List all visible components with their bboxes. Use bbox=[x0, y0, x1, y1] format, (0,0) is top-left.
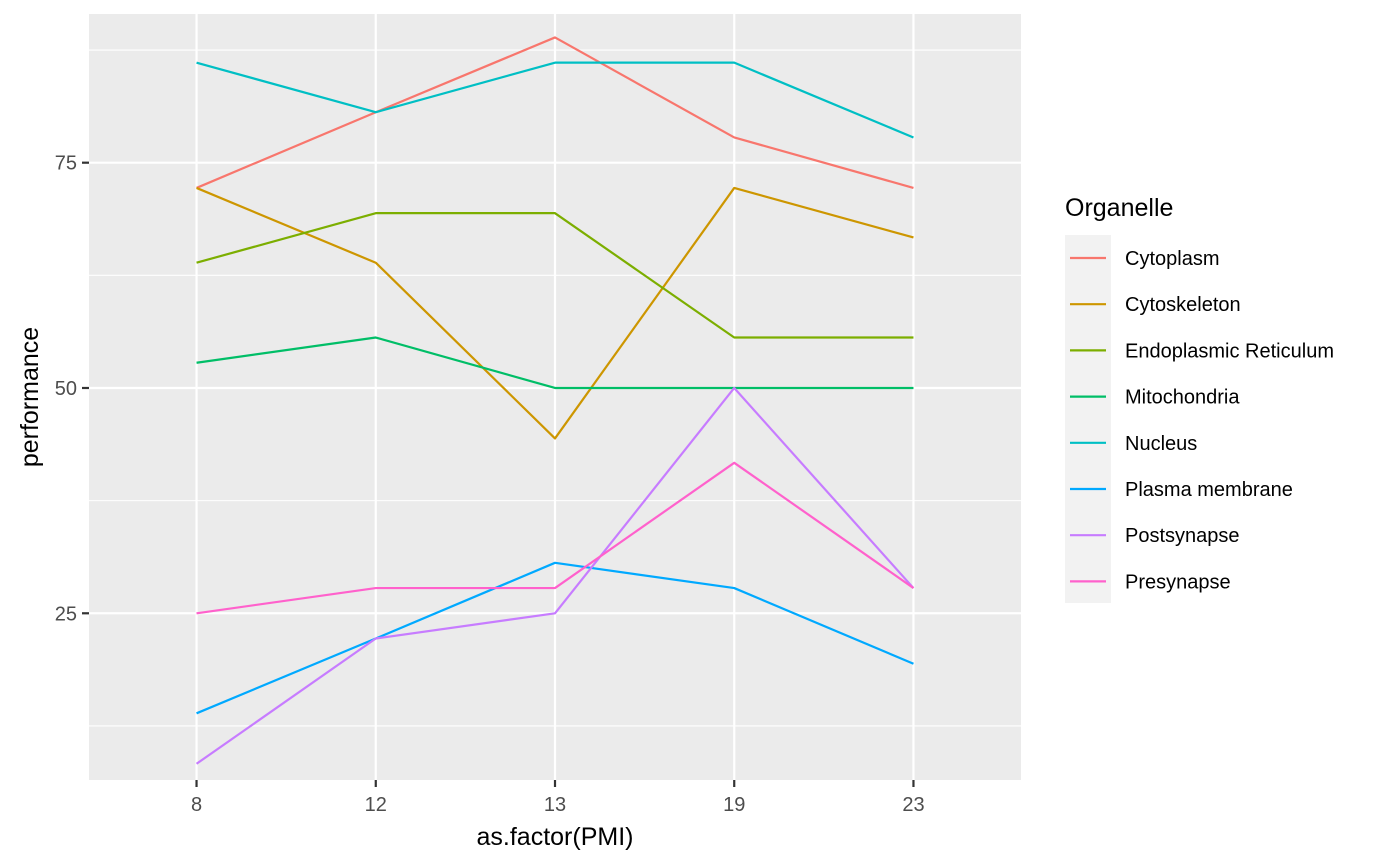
legend-label: Postsynapse bbox=[1125, 525, 1240, 547]
series-line-endoplasmic-reticulum bbox=[196, 212, 914, 339]
series-lines bbox=[195, 36, 915, 765]
legend-label: Presynapse bbox=[1125, 571, 1231, 593]
series-line-postsynapse bbox=[195, 386, 915, 765]
series-line-plasma-membrane bbox=[196, 561, 914, 715]
legend-label: Cytoskeleton bbox=[1125, 294, 1241, 316]
x-tick-label: 13 bbox=[544, 794, 566, 816]
legend-label: Plasma membrane bbox=[1125, 479, 1293, 501]
legend-label: Cytoplasm bbox=[1125, 248, 1219, 270]
legend-title: Organelle bbox=[1065, 194, 1173, 222]
y-axis-title: performance bbox=[16, 327, 44, 467]
x-axis: 8 12 13 19 23 bbox=[191, 780, 925, 816]
x-tick-label: 12 bbox=[365, 794, 387, 816]
y-tick-label: 50 bbox=[55, 378, 77, 400]
series-line-nucleus bbox=[196, 61, 914, 139]
series-line-mitochondria bbox=[196, 336, 914, 390]
x-tick-label: 19 bbox=[723, 794, 745, 816]
x-axis-title: as.factor(PMI) bbox=[477, 823, 634, 851]
legend-label: Nucleus bbox=[1125, 433, 1197, 455]
y-tick-label: 75 bbox=[55, 153, 77, 175]
x-tick-label: 23 bbox=[902, 794, 924, 816]
y-tick-label: 25 bbox=[55, 603, 77, 625]
x-tick-label: 8 bbox=[191, 794, 202, 816]
series-line-cytoskeleton bbox=[196, 186, 914, 440]
y-axis: 25 50 75 bbox=[55, 153, 89, 625]
legend-items: Cytoplasm Cytoskeleton Endoplasmic Reticul… bbox=[1070, 248, 1334, 593]
series-line-cytoplasm bbox=[196, 36, 914, 189]
legend-label: Endoplasmic Reticulum bbox=[1125, 340, 1334, 362]
legend-key-background bbox=[1065, 235, 1111, 603]
legend: Organelle Cytoplasm Cytoskeleton Endoplasm… bbox=[1065, 194, 1334, 603]
series-line-presynapse bbox=[196, 461, 915, 615]
legend-label: Mitochondria bbox=[1125, 387, 1240, 409]
